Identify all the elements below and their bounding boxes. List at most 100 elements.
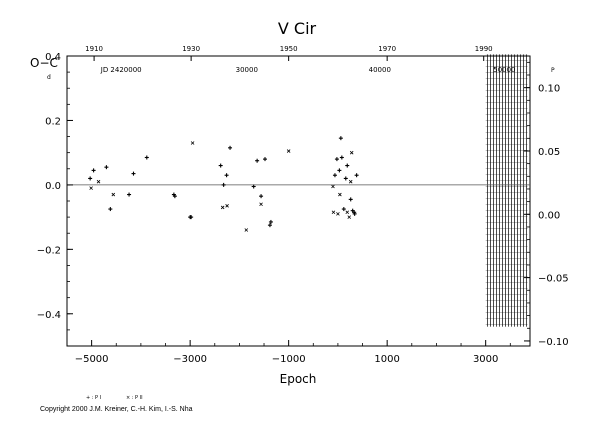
x-tick-label: −1000: [272, 354, 306, 365]
right-tick-label: −0.05: [538, 274, 569, 285]
data-point-p1: [144, 155, 149, 160]
chart-title: V Cir: [278, 19, 317, 38]
y-tick-label: −0.4: [37, 310, 61, 321]
right-ticks: 0.10 0.05 0.00 −0.05 −0.10: [524, 61, 569, 348]
data-point-p2: [349, 150, 354, 155]
right-tick-label: 0.10: [538, 84, 560, 95]
data-point-p2: [111, 192, 116, 197]
marker-stroke: [244, 228, 249, 232]
data-point-p1: [352, 211, 357, 216]
data-point-p2: [331, 184, 335, 189]
data-point-p1: [345, 163, 350, 168]
data-point-p1: [348, 197, 353, 202]
legend-p2: × : P II: [126, 395, 143, 401]
marker-stroke: [286, 149, 291, 153]
data-point-p2: [259, 202, 263, 207]
right-tick-label: 0.05: [538, 147, 560, 158]
y-tick-label: −0.2: [37, 245, 61, 256]
top-jd-ticks: JD 2420000 30000 40000 50000: [100, 66, 516, 74]
marker-stroke: [111, 192, 116, 197]
y-tick-label: 0.0: [45, 181, 61, 192]
x-tick-label: 1000: [374, 354, 399, 365]
data-point-p2: [96, 179, 101, 184]
data-point-p1: [343, 176, 348, 181]
right-axis-unit: P: [551, 67, 555, 74]
marker-stroke: [190, 141, 195, 145]
marker-stroke: [331, 184, 335, 189]
data-point-p2: [347, 215, 352, 219]
data-point-p1: [221, 182, 226, 187]
data-point-p2: [220, 205, 225, 210]
data-point-p1: [218, 163, 223, 168]
data-point-p1: [339, 155, 344, 160]
data-point-p2: [348, 179, 353, 184]
x-tick-label: 3000: [473, 354, 498, 365]
data-point-p1: [341, 207, 346, 212]
data-point-p1: [131, 171, 136, 176]
data-point-p1: [337, 168, 342, 173]
jd-tick-label: 50000: [493, 66, 515, 74]
year-tick-label: 1990: [475, 45, 493, 53]
data-point-p2: [225, 204, 229, 208]
marker-stroke: [336, 212, 340, 216]
x-tick-label: −5000: [75, 354, 109, 365]
marker-stroke: [345, 210, 350, 215]
x-ticks: −5000 −3000 −1000 1000 3000: [75, 340, 511, 365]
year-tick-label: 1970: [378, 45, 396, 53]
hatched-region: [485, 54, 528, 327]
y-axis-label: O−C: [30, 56, 58, 70]
data-points: [88, 136, 359, 232]
data-point-p2: [244, 228, 249, 232]
marker-stroke: [347, 215, 352, 219]
marker-stroke: [348, 179, 353, 184]
data-point-p1: [268, 219, 273, 224]
x-axis-label: Epoch: [280, 372, 317, 386]
year-tick-label: 1910: [85, 45, 103, 53]
data-point-p1: [108, 207, 113, 212]
year-tick-label: 1950: [280, 45, 298, 53]
data-point-p1: [228, 145, 233, 150]
y-tick-label: 0.2: [45, 116, 61, 127]
data-point-p1: [334, 157, 339, 162]
jd-tick-label: JD 2420000: [100, 66, 142, 74]
data-point-p1: [104, 165, 109, 170]
marker-stroke: [225, 204, 229, 208]
data-point-p1: [255, 158, 260, 163]
data-point-p1: [259, 194, 264, 199]
marker-stroke: [89, 186, 93, 190]
jd-tick-label: 30000: [236, 66, 258, 74]
y-axis-unit: d: [47, 74, 51, 81]
data-point-p1: [332, 173, 337, 178]
data-point-p2: [336, 212, 340, 216]
right-tick-label: 0.00: [538, 210, 560, 221]
data-point-p2: [331, 210, 336, 215]
data-point-p1: [338, 136, 343, 141]
data-point-p1: [91, 168, 96, 173]
data-point-p1: [224, 173, 229, 178]
data-point-p1: [251, 184, 256, 189]
legend-p1: + : P I: [86, 395, 101, 401]
data-point-p2: [286, 149, 291, 153]
copyright-note: Copyright 2000 J.M. Kreiner, C.-H. Kim, …: [40, 406, 193, 413]
data-point-p2: [338, 192, 342, 197]
data-point-p1: [127, 192, 132, 197]
marker-stroke: [349, 150, 354, 155]
marker-stroke: [96, 179, 101, 184]
data-point-p1: [88, 176, 93, 181]
right-tick-label: −0.10: [538, 337, 569, 348]
data-point-p2: [190, 141, 195, 145]
marker-stroke: [220, 205, 225, 210]
data-point-p1: [188, 215, 193, 220]
year-tick-label: 1930: [182, 45, 200, 53]
data-point-p2: [89, 186, 93, 190]
jd-tick-label: 40000: [369, 66, 391, 74]
x-tick-label: −3000: [173, 354, 207, 365]
legend: + : P I × : P II: [86, 395, 143, 401]
top-year-ticks: 1910 1930 1950 1970 1990: [85, 45, 493, 61]
data-point-p1: [354, 173, 359, 178]
y-tick-label: 0.4: [45, 52, 61, 63]
plot-frame: [66, 55, 531, 347]
data-point-p1: [267, 223, 272, 228]
marker-stroke: [331, 210, 336, 215]
